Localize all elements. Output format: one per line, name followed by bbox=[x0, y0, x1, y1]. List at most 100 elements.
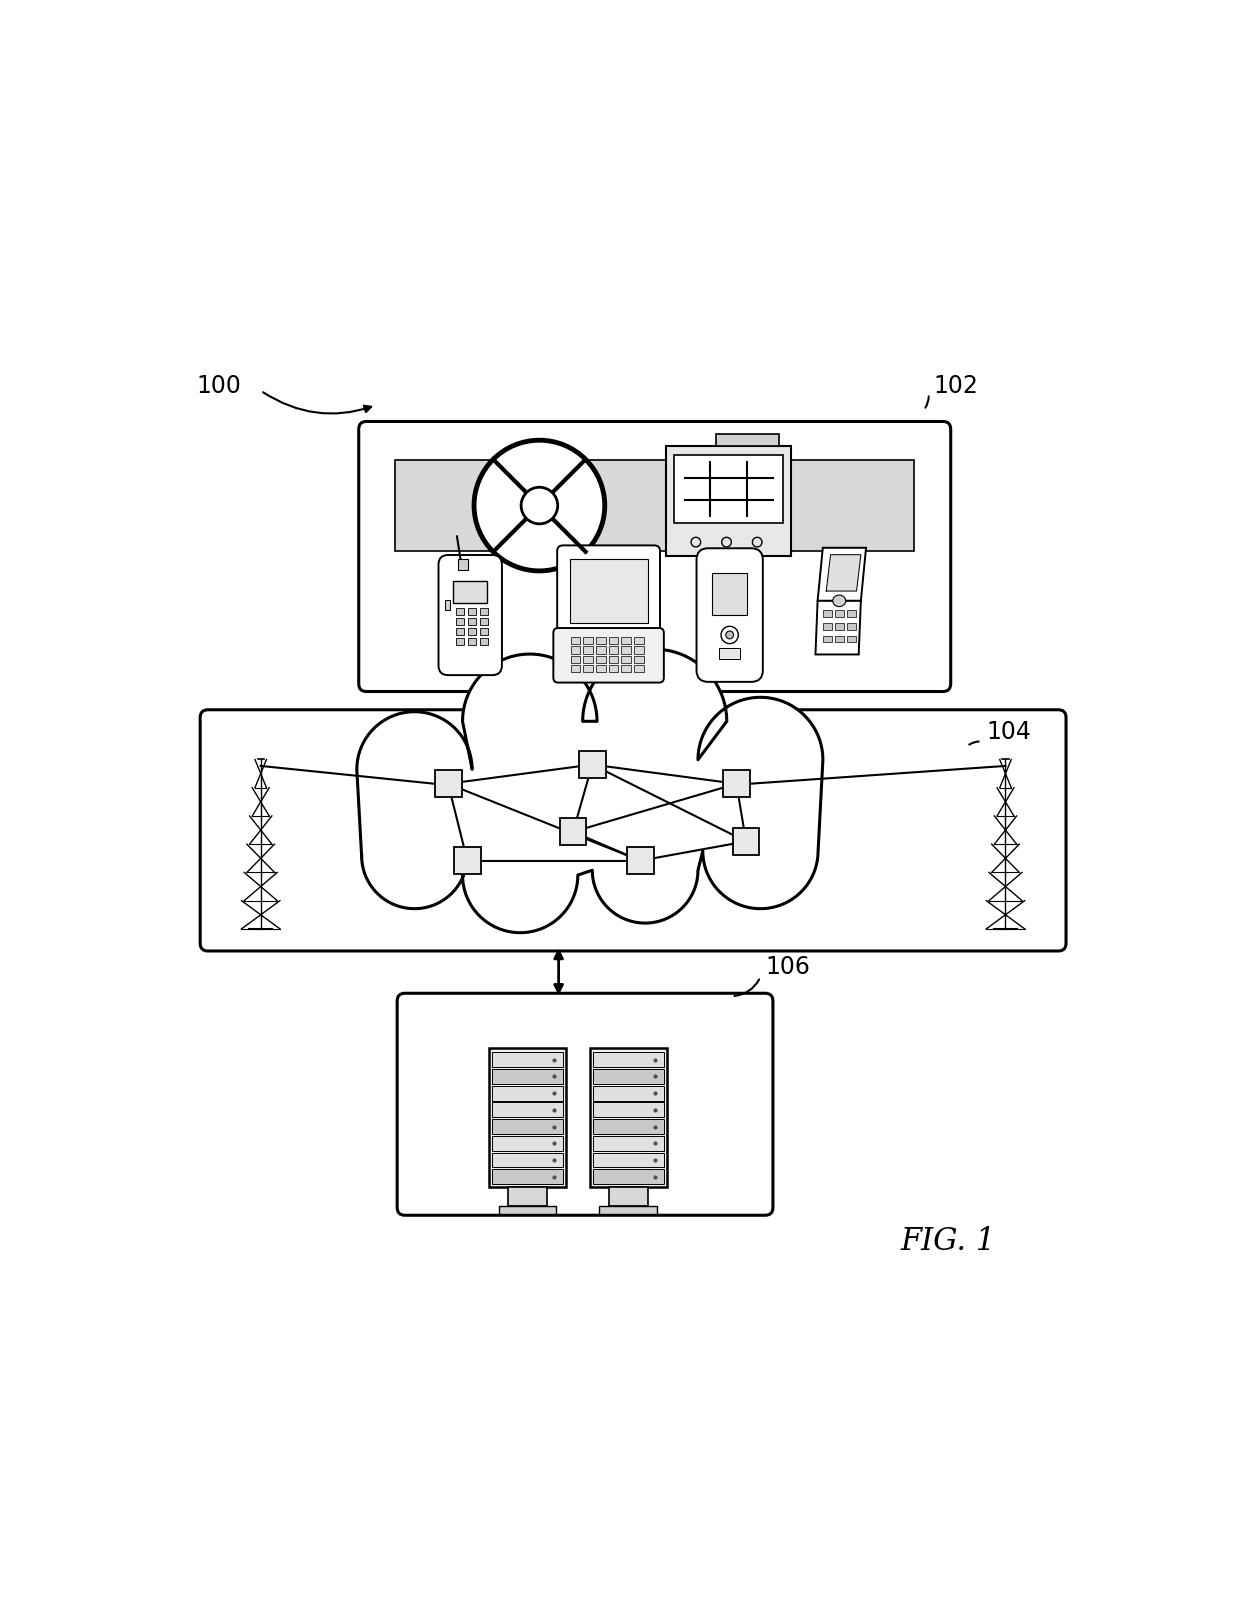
Bar bbox=[609, 665, 619, 672]
Bar bbox=[609, 646, 619, 654]
Bar bbox=[467, 619, 476, 625]
Bar bbox=[435, 770, 461, 797]
Bar bbox=[593, 1086, 663, 1100]
Polygon shape bbox=[826, 554, 861, 591]
Bar bbox=[508, 1187, 547, 1207]
Circle shape bbox=[474, 440, 605, 570]
Text: 104: 104 bbox=[986, 720, 1032, 744]
Bar bbox=[717, 435, 779, 446]
Bar bbox=[634, 636, 644, 644]
Bar bbox=[492, 1136, 563, 1150]
Bar bbox=[480, 607, 487, 615]
Polygon shape bbox=[816, 601, 861, 654]
Bar bbox=[596, 656, 605, 664]
Text: FIG. 1: FIG. 1 bbox=[900, 1226, 996, 1257]
Bar bbox=[712, 574, 746, 615]
Bar bbox=[836, 623, 844, 630]
Bar bbox=[583, 665, 593, 672]
Bar bbox=[583, 636, 593, 644]
Bar bbox=[609, 656, 619, 664]
Bar bbox=[596, 646, 605, 654]
Bar bbox=[593, 1120, 663, 1134]
FancyBboxPatch shape bbox=[553, 628, 663, 683]
Bar bbox=[445, 599, 450, 611]
Bar bbox=[621, 665, 631, 672]
Bar bbox=[492, 1170, 563, 1184]
Bar bbox=[666, 446, 791, 556]
Bar bbox=[467, 607, 476, 615]
Bar bbox=[570, 636, 580, 644]
Bar bbox=[593, 1152, 663, 1168]
Bar bbox=[621, 636, 631, 644]
Bar bbox=[570, 656, 580, 664]
Bar bbox=[823, 623, 832, 630]
Bar bbox=[570, 646, 580, 654]
Bar bbox=[396, 459, 914, 551]
FancyBboxPatch shape bbox=[697, 548, 763, 681]
Bar bbox=[570, 665, 580, 672]
Bar bbox=[609, 1187, 647, 1207]
Bar bbox=[492, 1102, 563, 1118]
Text: 100: 100 bbox=[197, 374, 242, 398]
Polygon shape bbox=[817, 548, 866, 601]
Bar bbox=[492, 1086, 563, 1100]
Bar bbox=[596, 636, 605, 644]
Bar bbox=[583, 656, 593, 664]
Bar bbox=[733, 828, 759, 855]
Bar bbox=[579, 751, 605, 778]
Bar bbox=[559, 818, 587, 846]
Bar bbox=[454, 847, 481, 875]
Bar bbox=[675, 454, 784, 524]
Bar bbox=[456, 607, 464, 615]
Bar bbox=[593, 1136, 663, 1150]
Bar bbox=[456, 619, 464, 625]
Bar bbox=[847, 623, 856, 630]
Bar bbox=[454, 580, 487, 603]
Bar bbox=[634, 665, 644, 672]
Bar bbox=[627, 847, 653, 875]
Bar bbox=[593, 1070, 663, 1084]
Bar bbox=[480, 638, 487, 646]
Bar bbox=[823, 611, 832, 617]
Bar bbox=[459, 559, 467, 570]
Ellipse shape bbox=[833, 594, 846, 607]
FancyBboxPatch shape bbox=[557, 546, 660, 638]
Bar bbox=[836, 611, 844, 617]
Text: 102: 102 bbox=[934, 374, 978, 398]
FancyBboxPatch shape bbox=[439, 556, 502, 675]
Bar bbox=[498, 1207, 557, 1213]
Bar bbox=[492, 1070, 563, 1084]
Bar bbox=[480, 619, 487, 625]
FancyBboxPatch shape bbox=[397, 994, 773, 1215]
Bar bbox=[492, 1120, 563, 1134]
Circle shape bbox=[725, 632, 734, 640]
Bar bbox=[823, 636, 832, 643]
Bar bbox=[847, 636, 856, 643]
Circle shape bbox=[521, 487, 558, 524]
Bar bbox=[847, 611, 856, 617]
Bar bbox=[583, 646, 593, 654]
Bar bbox=[599, 1207, 657, 1213]
FancyBboxPatch shape bbox=[358, 422, 951, 691]
Bar bbox=[593, 1102, 663, 1118]
Bar bbox=[492, 1152, 563, 1168]
Bar bbox=[456, 628, 464, 635]
Bar bbox=[836, 636, 844, 643]
Bar bbox=[719, 648, 740, 659]
Bar bbox=[593, 1052, 663, 1066]
Bar bbox=[634, 656, 644, 664]
Bar bbox=[569, 559, 647, 623]
Bar bbox=[467, 628, 476, 635]
Bar bbox=[467, 638, 476, 646]
Bar bbox=[723, 770, 750, 797]
Bar bbox=[593, 1170, 663, 1184]
Bar bbox=[492, 1052, 563, 1066]
FancyBboxPatch shape bbox=[200, 710, 1066, 950]
Polygon shape bbox=[357, 649, 823, 933]
Bar bbox=[609, 636, 619, 644]
Bar bbox=[489, 1047, 565, 1187]
Bar bbox=[634, 646, 644, 654]
Bar bbox=[621, 646, 631, 654]
Text: 106: 106 bbox=[765, 955, 810, 979]
Bar bbox=[590, 1047, 667, 1187]
